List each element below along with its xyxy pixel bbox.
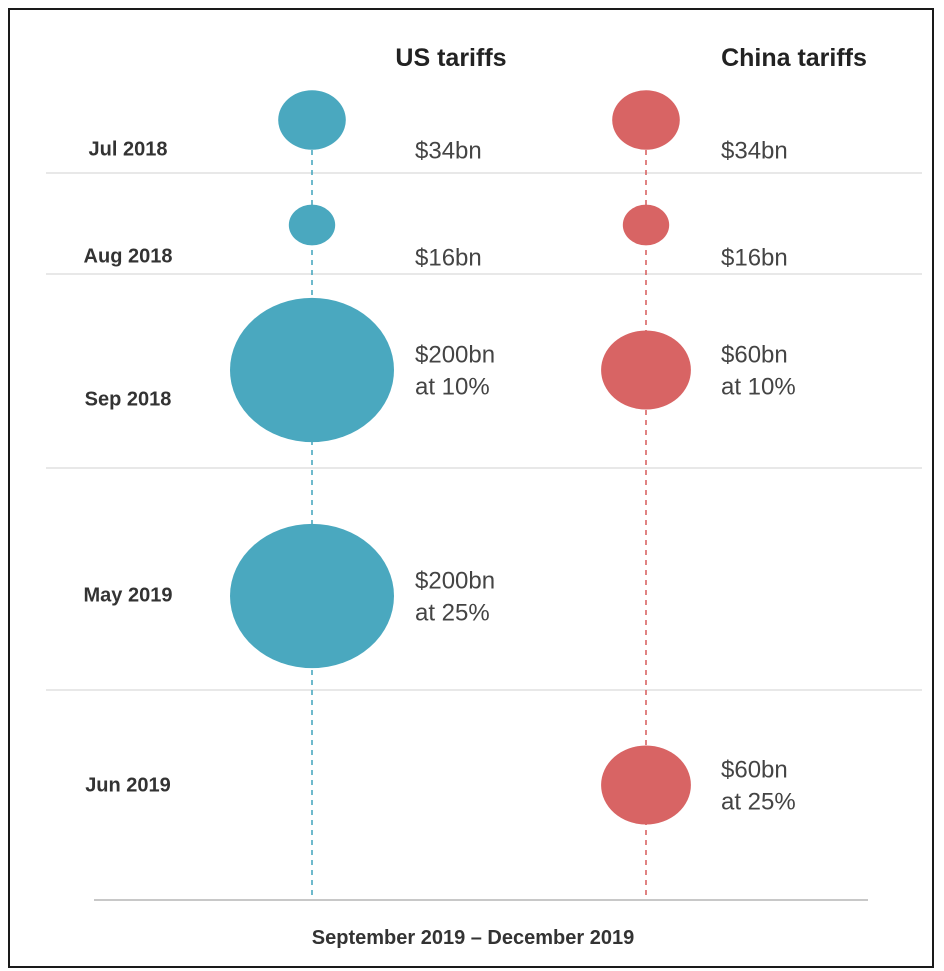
- bubble-china: [601, 330, 691, 410]
- footer-period: September 2019 – December 2019: [312, 927, 634, 949]
- value-label-us: $16bn: [415, 244, 482, 271]
- tariff-bubble-chart: US tariffs China tariffs Jul 2018 $34bn $34b…: [46, 44, 922, 949]
- row-label: Jun 2019: [85, 774, 171, 796]
- row-label: May 2019: [84, 584, 173, 606]
- row-label: Aug 2018: [84, 245, 173, 267]
- bubble-us: [230, 297, 394, 443]
- value-label-us: at 10%: [415, 373, 490, 400]
- value-label-us: $200bn: [415, 567, 495, 594]
- series-header-china: China tariffs: [721, 44, 867, 72]
- value-label-us: $200bn: [415, 341, 495, 368]
- bubble-china: [612, 90, 680, 150]
- value-label-china: $60bn: [721, 756, 788, 783]
- value-label-us: at 25%: [415, 599, 490, 626]
- row-label: Jul 2018: [89, 138, 168, 160]
- bubble-china: [622, 204, 670, 246]
- bubble-china: [601, 745, 691, 825]
- bubble-us: [230, 523, 394, 669]
- row-label: Sep 2018: [85, 388, 172, 410]
- value-label-china: $60bn: [721, 341, 788, 368]
- chart-frame: US tariffs China tariffs Jul 2018 $34bn $34b…: [8, 8, 934, 968]
- bubble-us: [278, 90, 346, 150]
- bubble-us: [288, 204, 336, 246]
- value-label-china: at 10%: [721, 373, 796, 400]
- value-label-china: at 25%: [721, 788, 796, 815]
- series-header-us: US tariffs: [395, 44, 506, 72]
- value-label-china: $16bn: [721, 244, 788, 271]
- value-label-us: $34bn: [415, 137, 482, 164]
- value-label-china: $34bn: [721, 137, 788, 164]
